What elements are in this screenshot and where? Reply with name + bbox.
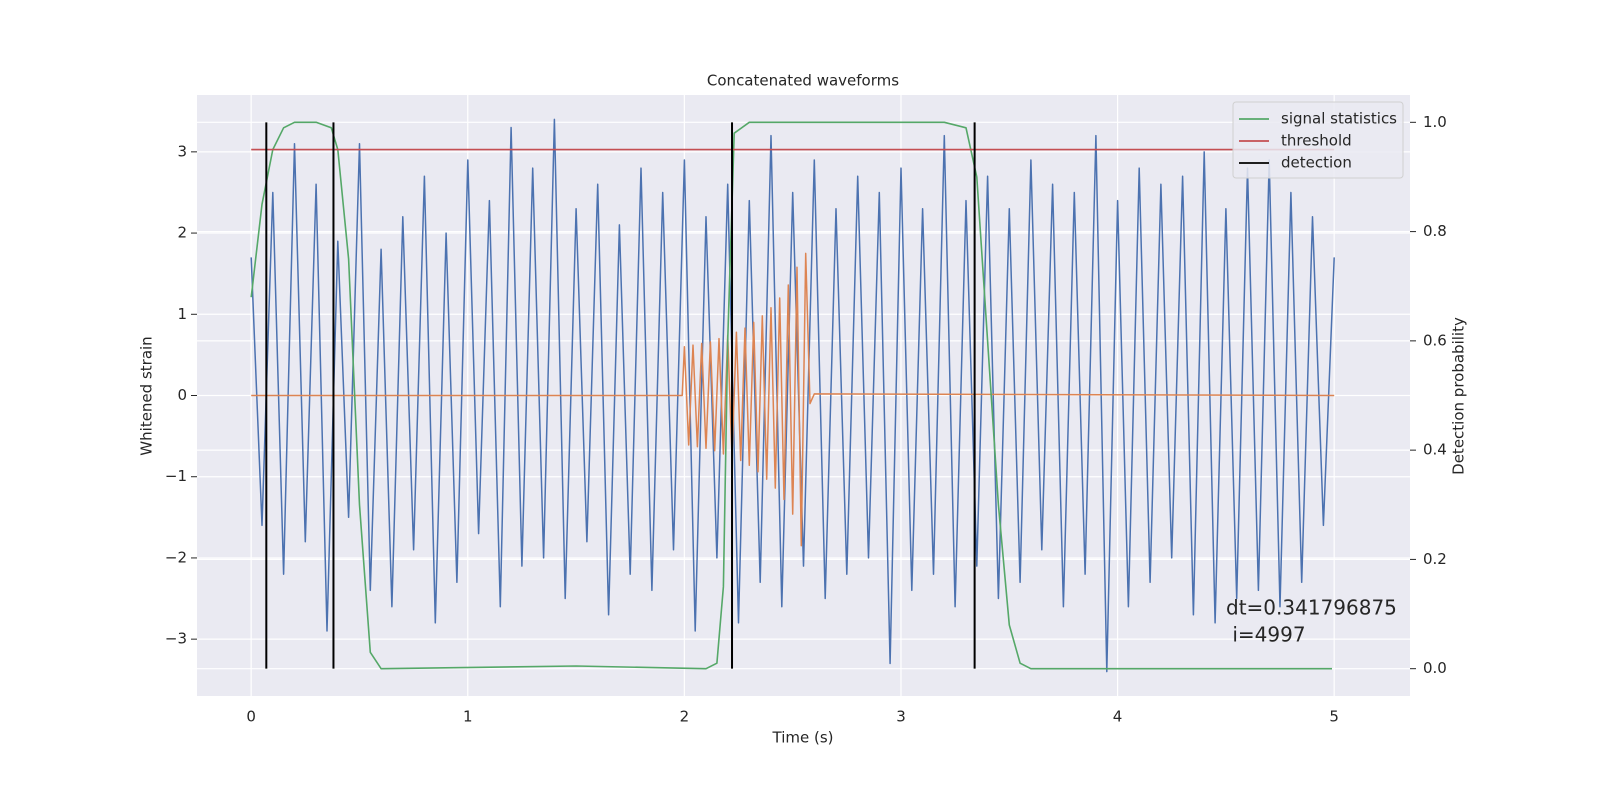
legend-label: threshold [1281,132,1352,150]
x-tick-label: 2 [680,708,690,726]
x-tick-label: 1 [463,708,473,726]
y2-tick-label: 0.8 [1423,222,1447,240]
x-tick-label: 4 [1113,708,1123,726]
y2-tick-label: 0.0 [1423,659,1447,677]
y2-tick-label: 0.2 [1423,550,1447,568]
x-tick-label: 5 [1329,708,1339,726]
y-tick-label: −1 [165,467,187,485]
annotation: dt=0.341796875 [1226,596,1397,620]
y-tick-label: −2 [165,548,187,566]
legend [1232,101,1404,179]
y-tick-label: −3 [165,630,187,648]
x-tick-label: 3 [896,708,906,726]
plot-area [197,95,1410,696]
annotation: i=4997 [1226,623,1306,647]
y-tick-label: 2 [177,224,187,242]
x-tick-label: 0 [246,708,256,726]
series-line [250,121,1332,670]
strain-line [250,118,1335,673]
y-tick-label: 3 [177,142,187,160]
x-axis-label: Time (s) [772,729,834,747]
y-tick-label: 0 [177,386,187,404]
legend-label: signal statistics [1281,110,1397,128]
chart-title: Concatenated waveforms [707,72,899,90]
y2-axis-label: Detection probability [1450,317,1468,475]
y-tick-label: 1 [177,305,187,323]
y2-tick-label: 0.4 [1423,441,1447,459]
y2-tick-label: 1.0 [1423,113,1447,131]
waveform-line [251,252,1335,547]
legend-label: detection [1281,154,1352,172]
y-axis-label: Whitened strain [138,336,156,455]
y2-tick-label: 0.6 [1423,331,1447,349]
